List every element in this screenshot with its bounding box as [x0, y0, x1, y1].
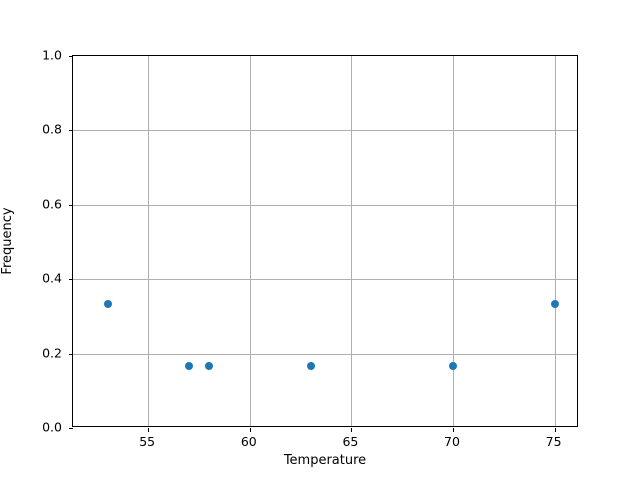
y-axis-label: Frequency	[0, 207, 15, 275]
x-axis-tick-labels: 55 60 65 70 75	[72, 434, 578, 454]
y-tick-label: 0.8	[42, 121, 62, 137]
x-tick-label: 75	[545, 434, 562, 449]
scatter-point	[103, 300, 112, 309]
x-tick-mark	[351, 428, 353, 432]
x-tick-mark	[554, 428, 556, 432]
scatter-point	[205, 361, 214, 370]
y-tick-mark	[69, 130, 73, 132]
y-tick-label: 0.2	[42, 345, 62, 361]
gridline-vertical	[351, 56, 353, 426]
scatter-point	[550, 300, 559, 309]
gridline-vertical	[554, 56, 556, 426]
y-tick-label: 1.0	[42, 47, 62, 63]
y-tick-label: 0.4	[42, 270, 62, 286]
y-tick-mark	[69, 204, 73, 206]
x-tick-mark	[148, 428, 150, 432]
x-tick-mark	[453, 428, 455, 432]
x-axis-label: Temperature	[283, 453, 367, 468]
gridline-horizontal	[73, 204, 577, 206]
x-tick-label: 70	[444, 434, 460, 449]
gridline-horizontal	[73, 279, 577, 281]
plot-axes	[69, 55, 578, 432]
y-tick-mark	[69, 353, 73, 355]
x-tick-label: 65	[342, 434, 359, 449]
x-tick-label: 60	[240, 434, 257, 449]
gridlines	[73, 56, 577, 426]
data-points	[73, 56, 577, 426]
gridline-vertical	[453, 56, 454, 426]
gridline-vertical	[148, 56, 150, 426]
gridline-horizontal	[73, 353, 577, 355]
x-tick-label: 55	[139, 434, 156, 449]
y-tick-label: 0.0	[42, 419, 62, 435]
y-tick-mark	[69, 428, 73, 430]
gridline-vertical	[249, 56, 251, 426]
x-tick-mark	[249, 428, 251, 432]
scatter-point	[184, 361, 193, 370]
y-tick-mark	[69, 279, 73, 281]
scatter-point	[306, 361, 315, 370]
gridline-horizontal	[73, 130, 577, 132]
scatter-point	[449, 361, 457, 370]
y-axis-tick-labels: 0.0 0.2 0.4 0.6 0.8 1.0	[0, 48, 62, 435]
y-tick-mark	[69, 56, 73, 58]
y-tick-label: 0.6	[42, 196, 62, 212]
